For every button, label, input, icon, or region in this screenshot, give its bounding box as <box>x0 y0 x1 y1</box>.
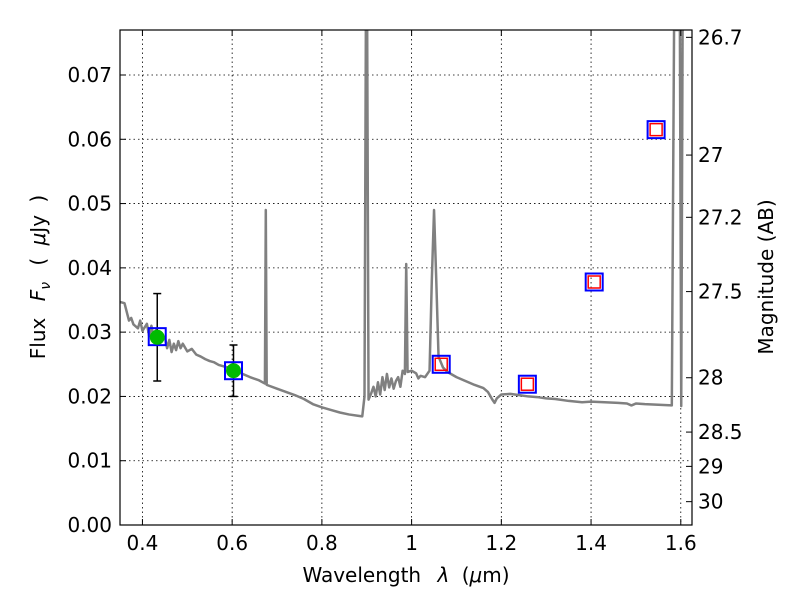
observed-box-marker <box>434 357 448 372</box>
x-tick-label: 0.8 <box>306 531 338 555</box>
x-tick-label: 1.4 <box>575 531 607 555</box>
model-box-marker <box>224 361 244 381</box>
observed-box-marker <box>520 377 535 391</box>
x-tick-label: 0.4 <box>127 531 159 555</box>
x-tick-label: 1.6 <box>665 531 697 555</box>
x-axis-label-unit: m) <box>482 563 509 587</box>
model-box-marker <box>646 120 666 140</box>
y2-tick-label: 28.5 <box>698 420 743 444</box>
x-axis-label-mu: μ <box>469 563 483 587</box>
model-box-marker <box>584 272 604 292</box>
x-axis-label-open: ( <box>462 563 470 587</box>
y2-tick-label: 27.2 <box>698 205 743 229</box>
y-axis-label-symbol: F <box>26 289 50 301</box>
y-axis-label-mu: μ <box>26 233 50 247</box>
y2-tick-label: 27 <box>698 143 723 167</box>
x-tick-label: 1 <box>405 531 418 555</box>
x-axis-label: Wavelength λ (μm) <box>302 563 509 587</box>
y-tick-label: 0.03 <box>67 320 112 344</box>
observed-box-marker <box>587 275 601 289</box>
x-axis-label-word: Wavelength <box>302 563 421 587</box>
x-tick-label: 0.6 <box>216 531 248 555</box>
detection-marker <box>149 329 165 345</box>
spectrum-layer <box>120 30 684 418</box>
y2-axis-label: Magnitude (AB) <box>754 199 778 354</box>
marker-layer <box>147 120 666 394</box>
model-box-marker <box>431 354 451 374</box>
y-axis-label-word: Flux <box>26 317 50 359</box>
y-axis-label-unit: Jy <box>26 215 50 235</box>
detection-marker <box>226 363 242 379</box>
y-tick-label: 0.06 <box>67 127 112 151</box>
y2-tick-label: 30 <box>698 490 723 514</box>
x-axis-label-symbol: λ <box>436 563 449 587</box>
y-tick-label: 0.04 <box>67 256 112 280</box>
y-tick-label: 0.05 <box>67 192 112 216</box>
y2-tick-label: 29 <box>698 454 723 478</box>
y-tick-label: 0.00 <box>67 513 112 537</box>
y2-tick-label: 28 <box>698 366 723 390</box>
spectrum-line <box>120 30 684 418</box>
y-axis-label-close: ) <box>26 195 50 203</box>
y-tick-label: 0.01 <box>67 449 112 473</box>
y-tick-label: 0.07 <box>67 63 112 87</box>
y2-tick-label: 26.7 <box>698 25 743 49</box>
y-axis-label: Flux Fν ( μJy ) <box>26 195 55 359</box>
y-axis-label-subscript: ν <box>38 282 54 290</box>
plot-frame <box>119 29 693 526</box>
tick-label-layer: 0.4 0.6 0.8 1 1.2 1.4 1.6 0.00 0.01 0.02 0.03 0.04 0… <box>67 25 742 555</box>
y-axis-label-open: ( <box>26 258 50 266</box>
y2-tick-label: 27.5 <box>698 280 743 304</box>
observed-box-marker <box>649 122 663 137</box>
model-box-marker <box>517 374 537 394</box>
tick-layer <box>120 30 692 526</box>
model-box-marker <box>147 327 167 347</box>
y-tick-label: 0.02 <box>67 384 112 408</box>
x-tick-label: 1.2 <box>485 531 517 555</box>
